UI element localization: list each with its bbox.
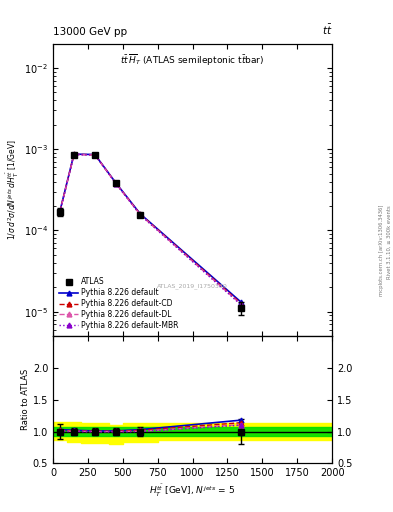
Text: mcplots.cern.ch [arXiv:1306.3436]: mcplots.cern.ch [arXiv:1306.3436]: [379, 205, 384, 296]
Legend: ATLAS, Pythia 8.226 default, Pythia 8.226 default-CD, Pythia 8.226 default-DL, P: ATLAS, Pythia 8.226 default, Pythia 8.22…: [57, 275, 181, 332]
Text: $t\bar{t}$: $t\bar{t}$: [321, 23, 332, 37]
Text: ATLAS_2019_I1750330: ATLAS_2019_I1750330: [157, 284, 228, 289]
Text: $t\bar{t}\,\overline{H}_T$ (ATLAS semileptonic t$\bar{t}$bar): $t\bar{t}\,\overline{H}_T$ (ATLAS semile…: [120, 52, 265, 68]
X-axis label: $H_T^{t\bar{t}}$ [GeV], $N^{jets}$ = 5: $H_T^{t\bar{t}}$ [GeV], $N^{jets}$ = 5: [149, 482, 236, 499]
Y-axis label: Ratio to ATLAS: Ratio to ATLAS: [21, 369, 30, 431]
Text: Rivet 3.1.10, ≥ 300k events: Rivet 3.1.10, ≥ 300k events: [387, 205, 392, 279]
Y-axis label: $1/\sigma\, d^2\sigma / d N^{jets}\, d H_T^{t\bar{t}}$ [1/GeV]: $1/\sigma\, d^2\sigma / d N^{jets}\, d H…: [5, 139, 21, 240]
Text: 13000 GeV pp: 13000 GeV pp: [53, 27, 127, 37]
